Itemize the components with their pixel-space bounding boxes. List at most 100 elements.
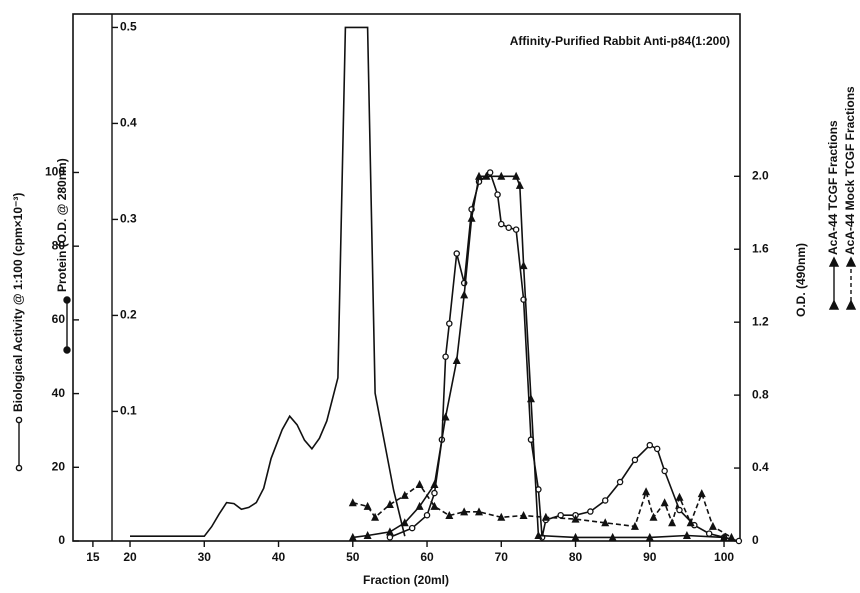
series-line — [352, 175, 725, 539]
point — [653, 445, 661, 453]
y3-tick-label: 1.6 — [752, 241, 769, 255]
point — [519, 510, 528, 519]
y-tick-label: 0 — [58, 533, 65, 547]
point — [649, 512, 658, 521]
point — [441, 412, 450, 421]
plot-frame — [72, 13, 741, 542]
point — [442, 353, 449, 360]
point — [557, 511, 564, 519]
x-tick-label: 90 — [643, 550, 657, 564]
chart-title: Affinity-Purified Rabbit Anti-p84(1:200) — [510, 34, 730, 48]
point — [386, 534, 394, 541]
point — [400, 490, 409, 499]
x-tick-label: 80 — [569, 550, 583, 564]
y-axis-label: Biological Activity @ 1:100 (cpm×10⁻³) — [11, 193, 25, 412]
legend-marker — [845, 299, 857, 310]
point — [460, 507, 469, 516]
point — [348, 498, 357, 507]
legend-label: AcA-44 Mock TCGF Fractions — [843, 86, 857, 255]
point — [348, 532, 357, 541]
point — [735, 537, 743, 545]
point — [446, 320, 453, 327]
point — [697, 489, 706, 498]
legend-marker — [15, 464, 23, 472]
series-line — [130, 26, 406, 537]
legend-marker — [63, 296, 71, 304]
point — [587, 508, 594, 515]
point — [616, 478, 624, 486]
point — [630, 521, 639, 530]
legend-label: AcA-44 TCGF Fractions — [826, 120, 840, 255]
point — [601, 518, 610, 527]
point — [453, 250, 460, 257]
legend-marker — [845, 256, 857, 267]
legend-marker — [15, 416, 23, 424]
x-tick-label: 70 — [495, 550, 509, 564]
point — [498, 220, 505, 228]
point — [505, 224, 512, 231]
legend-symbols — [15, 256, 857, 472]
x-tick-label: 100 — [714, 550, 734, 564]
y-tick-label: 20 — [52, 459, 66, 473]
x-axis-label: Fraction (20ml) — [363, 573, 449, 587]
y2-tick-label: 0.1 — [120, 404, 137, 418]
point — [408, 524, 416, 532]
point — [385, 527, 394, 536]
point — [467, 213, 476, 222]
y2-tick-label: 0.5 — [120, 20, 137, 34]
point — [720, 532, 729, 541]
point — [676, 506, 683, 514]
point — [452, 355, 461, 364]
x-tick-label: 30 — [198, 550, 212, 564]
y2-tick-label: 0.3 — [120, 212, 137, 226]
legend-marker — [828, 256, 840, 267]
point — [482, 171, 491, 180]
point — [608, 532, 617, 541]
point — [675, 492, 684, 501]
point — [415, 501, 424, 510]
x-tick-label: 40 — [272, 550, 286, 564]
point — [526, 394, 535, 403]
y2-tick-label: 0.4 — [120, 116, 137, 130]
y3-tick-label: 0.4 — [752, 460, 769, 474]
x-tick-label: 20 — [123, 550, 137, 564]
point — [415, 479, 424, 488]
y-tick-label: 40 — [52, 386, 66, 400]
legend-marker — [63, 346, 71, 354]
point — [708, 521, 717, 530]
point — [385, 500, 394, 509]
point — [475, 171, 484, 180]
point — [727, 532, 736, 541]
point — [512, 171, 521, 180]
point — [642, 487, 651, 496]
point — [400, 518, 409, 527]
point — [497, 512, 506, 521]
point — [661, 467, 668, 475]
point — [660, 498, 669, 507]
y2-axis-label: Protein (O.D. @ 280nm) — [55, 158, 69, 292]
legend-marker — [828, 299, 840, 310]
y3-axis-label: O.D. (490nm) — [794, 243, 808, 317]
x-tick-label: 60 — [420, 550, 434, 564]
point — [571, 532, 580, 541]
point — [601, 497, 609, 504]
point — [363, 501, 372, 510]
point — [423, 511, 431, 519]
point — [431, 489, 438, 497]
y-tick-label: 60 — [52, 312, 66, 326]
point — [645, 532, 654, 541]
point — [571, 514, 580, 523]
point — [497, 171, 506, 180]
y-tick-label: 100 — [45, 165, 65, 179]
point — [646, 441, 654, 449]
point — [515, 180, 524, 189]
point — [631, 456, 639, 464]
y3-tick-label: 1.2 — [752, 314, 769, 328]
y3-tick-label: 0.8 — [752, 387, 769, 401]
point — [371, 512, 380, 521]
point — [445, 510, 454, 519]
x-tick-label: 50 — [346, 550, 360, 564]
point — [668, 518, 677, 527]
point — [519, 261, 528, 270]
